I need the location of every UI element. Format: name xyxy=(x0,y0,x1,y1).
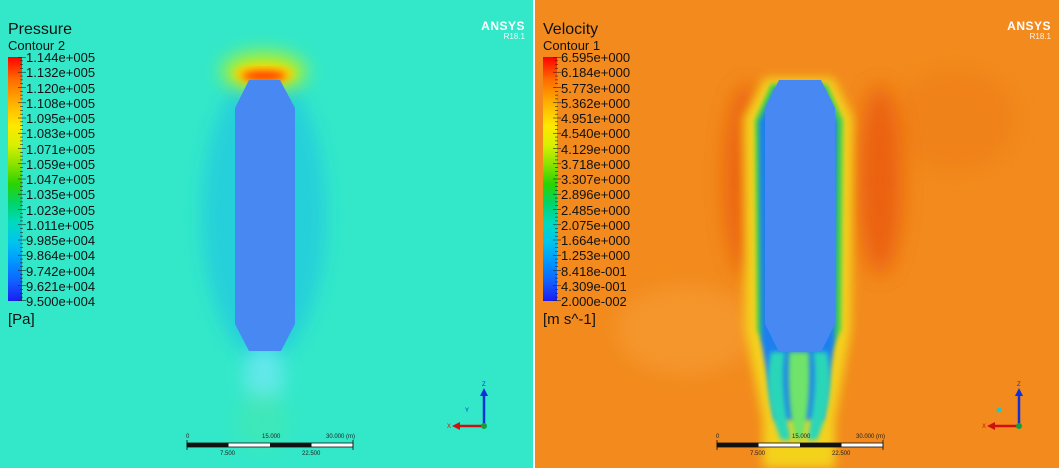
brand-version: R18.1 xyxy=(503,32,525,41)
axis-z-label: Z xyxy=(482,382,486,388)
legend-label: 2.896e+000 xyxy=(561,187,631,203)
legend-label: 5.773e+000 xyxy=(561,80,631,96)
legend-label: 1.047e+005 xyxy=(26,172,96,187)
legend-label: 9.742e+004 xyxy=(26,263,96,279)
legend-label: 6.595e+000 xyxy=(561,50,631,65)
legend-label: 1.253e+000 xyxy=(561,248,631,264)
axis-triad: Z X xyxy=(982,382,1023,430)
velocity-contour-panel: Velocity Contour 1 6.595e+000 6.184e+000 5… xyxy=(535,0,1059,468)
contour-name: Contour 2 xyxy=(8,38,66,53)
legend-label: 1.108e+005 xyxy=(26,95,96,111)
axis-x-label: X xyxy=(447,424,451,430)
axis-x-label: X xyxy=(982,424,986,430)
legend-label: 1.132e+005 xyxy=(26,65,96,81)
legend-label: 1.035e+005 xyxy=(26,187,96,203)
legend-label: 1.095e+005 xyxy=(26,111,96,126)
brand-name: ANSYS xyxy=(1007,19,1051,33)
contour-name: Contour 1 xyxy=(543,38,601,53)
scale-bar: 0 15.000 30.000 (m) 7.500 22.500 xyxy=(716,433,886,461)
scale-label-0: 0 xyxy=(716,434,720,440)
scale-label-22-5: 22.500 xyxy=(302,451,321,457)
ansys-logo: ANSYS R18.1 xyxy=(1007,20,1051,41)
legend-label: 2.075e+000 xyxy=(561,217,631,233)
legend-label: 1.083e+005 xyxy=(26,126,96,142)
legend-label: 3.718e+000 xyxy=(561,156,631,172)
svg-text:Y: Y xyxy=(465,408,469,414)
legend-label: 4.951e+000 xyxy=(561,111,631,126)
legend-label: 9.500e+004 xyxy=(26,294,96,309)
legend-label: 1.071e+005 xyxy=(26,141,96,157)
legend-label: 4.309e-001 xyxy=(561,278,627,294)
legend-label: 1.023e+005 xyxy=(26,202,96,218)
legend-label: 6.184e+000 xyxy=(561,65,631,81)
legend-label: 1.011e+005 xyxy=(26,217,95,233)
scale-bar: 0 15.000 30.000 (m) 7.500 22.500 xyxy=(186,433,356,461)
legend-label: 1.120e+005 xyxy=(26,80,96,96)
pressure-title-block: Pressure Contour 2 xyxy=(8,21,73,53)
scale-label-30: 30.000 (m) xyxy=(856,434,886,440)
scale-label-0: 0 xyxy=(186,434,190,440)
brand-name: ANSYS xyxy=(481,19,525,33)
legend-label: 9.864e+004 xyxy=(26,248,96,264)
scale-label-15: 15.000 xyxy=(792,434,811,440)
velocity-field-plot xyxy=(615,70,1015,468)
legend-label: 9.621e+004 xyxy=(26,278,96,294)
scale-label-15: 15.000 xyxy=(262,434,281,440)
legend-label: 5.362e+000 xyxy=(561,95,631,111)
pressure-field-plot xyxy=(202,52,326,450)
legend-unit: [Pa] xyxy=(8,311,35,328)
scale-label-22-5: 22.500 xyxy=(832,451,851,457)
legend-label: 2.000e-002 xyxy=(561,294,627,309)
brand-version: R18.1 xyxy=(1029,32,1051,41)
legend-label: 1.059e+005 xyxy=(26,156,96,172)
legend-label: 1.664e+000 xyxy=(561,233,631,248)
legend-label: 8.418e-001 xyxy=(561,263,627,279)
legend-label: 2.485e+000 xyxy=(561,202,631,218)
variable-name: Pressure xyxy=(8,21,73,38)
scale-label-30: 30.000 (m) xyxy=(326,434,356,440)
legend-ticks xyxy=(18,57,26,301)
legend-label: 9.985e+004 xyxy=(26,233,96,248)
scale-label-7-5: 7.500 xyxy=(220,451,236,457)
pressure-contour-panel: Pressure Contour 2 1.144e+005 1.132e+005 1… xyxy=(0,0,533,468)
axis-triad: Z X Y xyxy=(447,382,488,430)
variable-name: Velocity xyxy=(543,21,599,38)
scale-label-7-5: 7.500 xyxy=(750,451,766,457)
ansys-logo: ANSYS R18.1 xyxy=(481,20,525,41)
legend-label: 3.307e+000 xyxy=(561,172,631,187)
axis-z-label: Z xyxy=(1017,382,1021,388)
legend-unit: [m s^-1] xyxy=(543,311,596,328)
legend-ticks xyxy=(553,57,561,301)
legend-label: 1.144e+005 xyxy=(26,50,96,65)
legend-label: 4.129e+000 xyxy=(561,141,631,157)
legend-label: 4.540e+000 xyxy=(561,126,631,142)
velocity-title-block: Velocity Contour 1 xyxy=(543,21,601,53)
